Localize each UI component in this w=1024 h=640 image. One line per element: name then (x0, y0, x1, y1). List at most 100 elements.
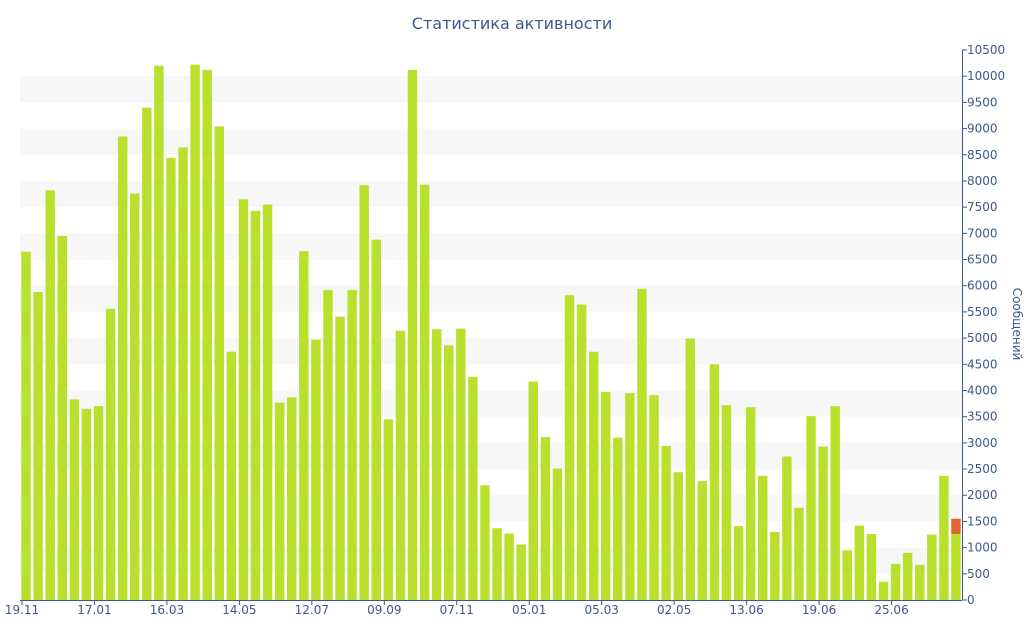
bar (504, 533, 514, 600)
bar (323, 289, 333, 600)
bar (190, 64, 200, 600)
bar (250, 210, 261, 601)
bar (915, 564, 925, 600)
bar (45, 190, 55, 600)
grid-band (20, 180, 962, 208)
x-tick-label: 19.11 (5, 603, 39, 617)
bar (21, 251, 31, 600)
y-tick-label: 5000 (967, 331, 998, 345)
bar (564, 295, 575, 600)
bar (902, 552, 913, 600)
bar (178, 147, 188, 600)
x-tick-label: 25.06 (874, 603, 908, 617)
bar (782, 456, 792, 600)
y-tick-label: 4500 (967, 357, 998, 371)
bar (33, 292, 43, 600)
y-tick-label: 3000 (967, 436, 998, 450)
y-tick-label: 1000 (967, 541, 998, 555)
bar (528, 381, 538, 600)
grid-band (20, 442, 962, 470)
bar (818, 446, 828, 600)
bars (21, 64, 961, 601)
bar (830, 406, 840, 600)
bar (673, 472, 683, 600)
x-tick-label: 09.09 (367, 603, 401, 617)
bar (371, 239, 381, 600)
y-tick-label: 4000 (967, 383, 998, 397)
bar (407, 69, 418, 600)
bar (721, 405, 732, 600)
bar (588, 351, 599, 600)
bar (202, 69, 212, 600)
y-tick-label: 8000 (967, 174, 998, 188)
bar (456, 328, 466, 600)
bar (480, 485, 490, 600)
y-tick-label: 5500 (967, 305, 998, 319)
y-tick-label: 0 (967, 593, 975, 607)
bar (685, 338, 695, 600)
y-tick-label: 6000 (967, 279, 998, 293)
y-tick-label: 500 (967, 567, 990, 581)
bar (468, 376, 478, 600)
chart-title: Статистика активности (411, 14, 613, 33)
bar (540, 437, 551, 600)
bar (166, 157, 176, 600)
grid-band (20, 233, 962, 260)
y-axis: 0 500 1000 1500 2000 2500 3000 3500 4000 4500 5000… (962, 43, 1005, 607)
x-tick-label: 07.11 (440, 603, 474, 617)
grid-bands (20, 76, 962, 574)
y-tick-label: 10000 (967, 69, 1005, 83)
bar (214, 126, 224, 600)
bar (287, 397, 297, 600)
bar (576, 304, 587, 600)
bar (262, 204, 273, 600)
bar (842, 550, 852, 600)
y-tick-label: 9000 (967, 122, 998, 136)
x-tick-label: 05.03 (585, 603, 619, 617)
y-tick-label: 1500 (967, 514, 998, 528)
x-tick-label: 02.05 (657, 603, 691, 617)
bar (383, 419, 394, 600)
bar (878, 581, 889, 600)
bar (105, 308, 116, 600)
bar (335, 316, 345, 600)
bar (637, 288, 647, 600)
grid-band (20, 495, 962, 522)
x-tick-label: 12.07 (295, 603, 329, 617)
x-axis: 19.11 17.01 16.03 14.05 12.07 09.09 07.11 05.01… (5, 600, 962, 617)
bar (854, 525, 865, 600)
bar (697, 481, 708, 600)
bar (927, 534, 937, 600)
grid-band (20, 285, 962, 312)
bar (745, 407, 756, 600)
bar (274, 402, 285, 600)
bar (649, 395, 659, 600)
x-tick-label: 16.03 (150, 603, 184, 617)
bar (866, 534, 877, 600)
bar (431, 329, 442, 600)
y-tick-label: 7000 (967, 226, 998, 240)
bar (444, 345, 454, 600)
bar (57, 235, 67, 600)
y-tick-label: 8500 (967, 148, 998, 162)
bar (806, 416, 816, 600)
bar (951, 534, 961, 600)
bar (492, 528, 502, 600)
x-tick-label: 14.05 (222, 603, 256, 617)
bar (516, 544, 526, 600)
bar (130, 193, 140, 600)
bar (226, 351, 237, 600)
bar (419, 184, 430, 600)
bar (347, 289, 357, 600)
y-tick-label: 3500 (967, 410, 998, 424)
grid-band (20, 390, 962, 417)
bar (709, 364, 720, 600)
bar (238, 199, 249, 601)
grid-band (20, 547, 962, 574)
bar (69, 399, 80, 600)
y-tick-label: 7500 (967, 200, 998, 214)
grid-band (20, 76, 962, 103)
bar (81, 408, 92, 600)
y-tick-label: 10500 (967, 43, 1005, 57)
